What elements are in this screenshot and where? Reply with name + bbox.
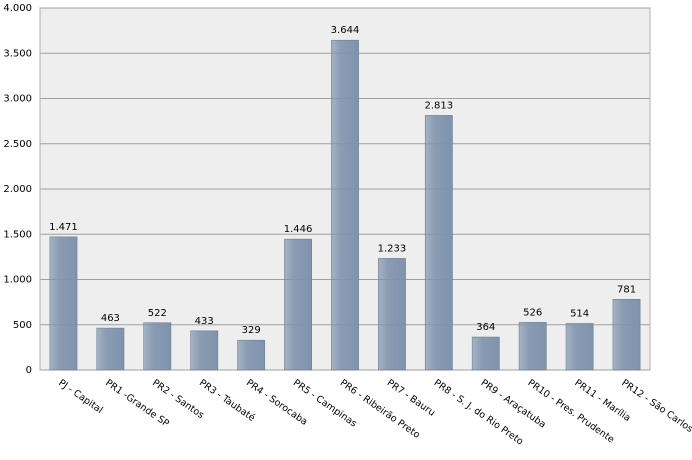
value-label: 2.813 [425,100,454,111]
y-tick-label: 1.500 [3,229,32,240]
y-tick-label: 500 [13,320,32,331]
bar [284,238,312,371]
x-tick-label: PJ - Capital [56,377,104,415]
y-tick-label: 2.500 [3,139,32,150]
bar [96,327,125,371]
x-tick-label: PR8 - S. J. do Rio Preto [432,377,526,447]
value-label: 329 [242,325,261,336]
bar [565,323,594,371]
value-label: 526 [523,307,542,318]
value-label: 522 [148,308,167,319]
bar [378,258,406,371]
value-label: 3.644 [331,25,360,36]
value-label: 463 [101,313,120,324]
y-tick-label: 2.000 [3,184,32,195]
bar [471,336,500,371]
x-tick-label: PR12 - São Carlos [619,377,692,434]
bar [424,115,453,371]
value-label: 364 [476,322,495,333]
value-label: 1.471 [49,222,78,233]
value-label: 1.446 [284,224,313,235]
bar [518,322,547,371]
bar [143,322,172,371]
value-label: 1.233 [378,243,407,254]
y-tick-label: 3.000 [3,94,32,105]
value-label: 433 [195,316,214,327]
y-tick-label: 3.500 [3,48,32,59]
bar [331,39,359,371]
bar [190,330,219,371]
bar [237,339,266,371]
y-tick-label: 1.000 [3,275,32,286]
x-tick-label: PR10 - Pres. Prudente [526,377,617,445]
value-label: 514 [570,308,589,319]
bar [612,299,641,371]
value-label: 781 [617,284,636,295]
bar [49,236,78,371]
y-tick-label: 4.000 [3,3,32,14]
x-tick-label: PR6 - Ribeirão Preto [338,377,422,440]
y-tick-label: 0 [26,365,32,376]
